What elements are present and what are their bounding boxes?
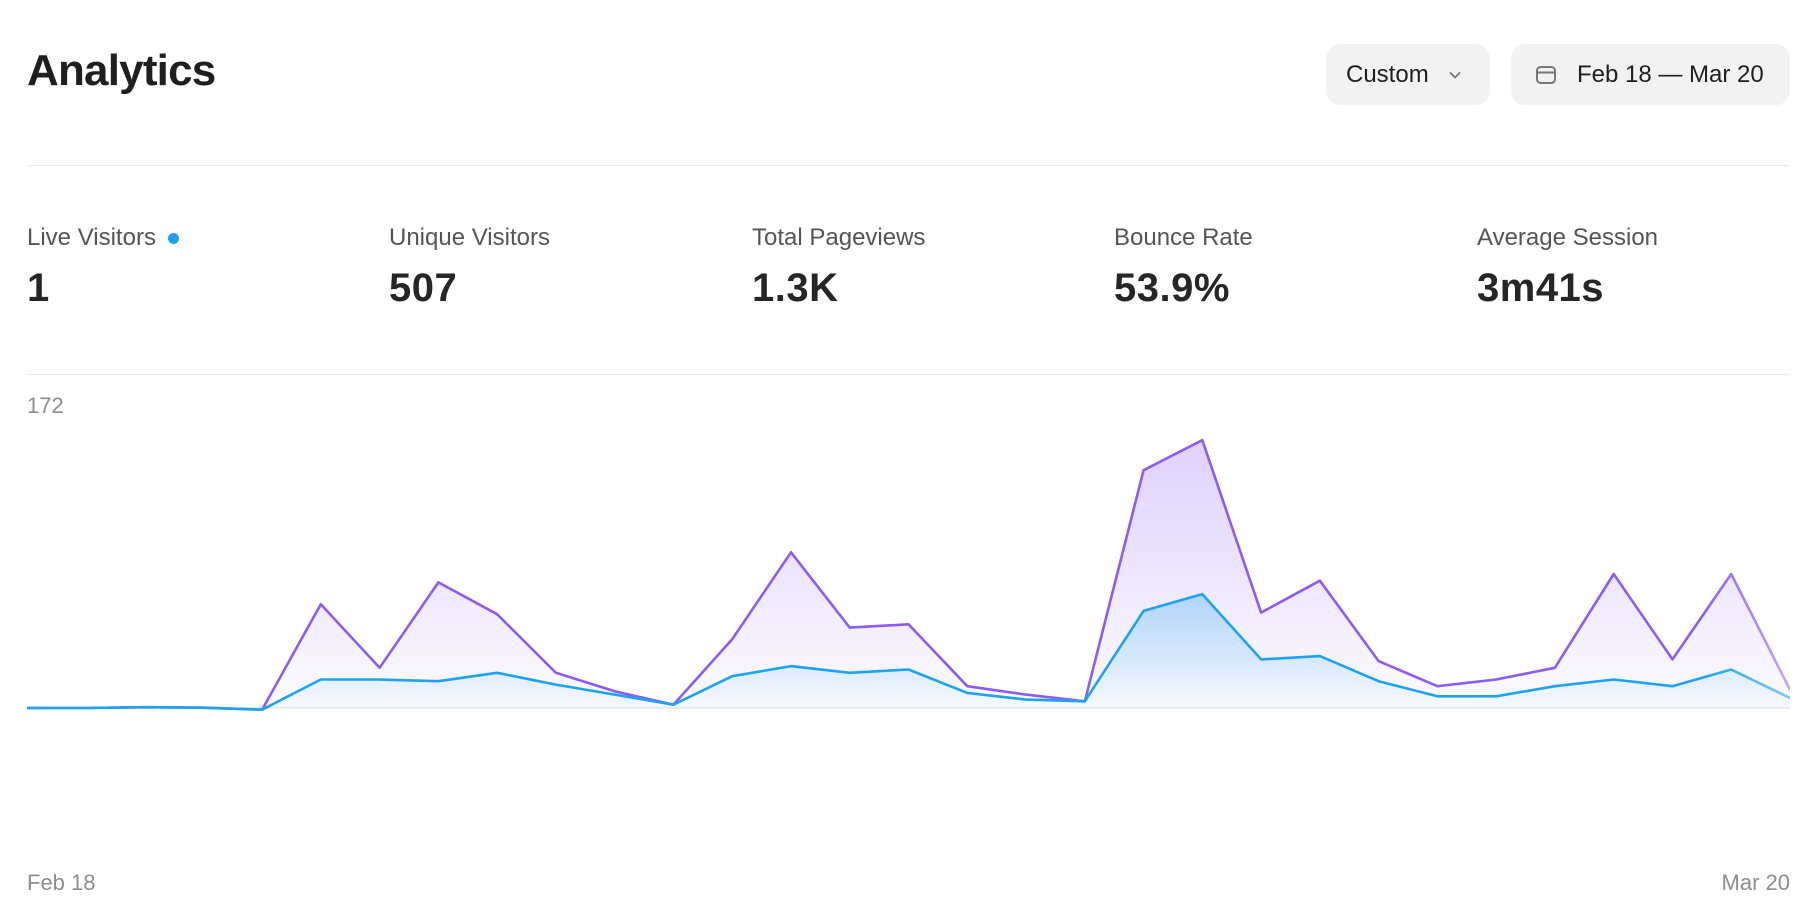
pageviews-point[interactable] <box>1138 464 1150 476</box>
stat-label: Unique Visitors <box>389 224 550 251</box>
unique-visitors-point[interactable] <box>1490 690 1502 702</box>
pageviews-point[interactable] <box>374 662 386 674</box>
stats-divider <box>27 374 1790 375</box>
pageviews-point[interactable] <box>785 546 797 558</box>
pageviews-point[interactable] <box>315 598 327 610</box>
unique-visitors-point[interactable] <box>27 702 33 714</box>
unique-visitors-point[interactable] <box>667 699 679 711</box>
pageviews-point[interactable] <box>1608 568 1620 580</box>
unique-visitors-line <box>27 592 1790 711</box>
stat-label-text: Live Visitors <box>27 224 156 251</box>
unique-visitors-point[interactable] <box>1373 675 1385 687</box>
x-axis-end-label: Mar 20 <box>1721 870 1790 895</box>
pageviews-line <box>27 438 1790 711</box>
unique-visitors-point[interactable] <box>785 660 797 672</box>
calendar-icon <box>1535 64 1557 86</box>
pageviews-point[interactable] <box>491 608 503 620</box>
unique-visitors-point[interactable] <box>1138 605 1150 617</box>
stat-value: 3m41s <box>1477 266 1605 310</box>
analytics-chart[interactable] <box>27 380 1790 840</box>
stat-label: Live Visitors <box>27 224 179 252</box>
unique-visitors-point[interactable] <box>726 670 738 682</box>
range-select-label: Custom <box>1346 60 1429 88</box>
unique-visitors-area <box>27 594 1790 710</box>
unique-visitors-point[interactable] <box>197 702 209 714</box>
pageviews-point[interactable] <box>1490 674 1502 686</box>
header-divider <box>27 165 1790 166</box>
unique-visitors-point[interactable] <box>1255 653 1267 665</box>
pageviews-point[interactable] <box>1196 434 1208 446</box>
unique-visitors-point[interactable] <box>609 689 621 701</box>
unique-visitors-point[interactable] <box>374 674 386 686</box>
stat-total-pageviews[interactable]: Total Pageviews 1.3K <box>752 224 925 311</box>
unique-visitors-point[interactable] <box>256 704 268 716</box>
pageviews-point[interactable] <box>1549 662 1561 674</box>
date-range-button[interactable]: Feb 18 — Mar 20 <box>1511 44 1790 105</box>
unique-visitors-point[interactable] <box>432 675 444 687</box>
unique-visitors-point[interactable] <box>844 667 856 679</box>
stat-value: 507 <box>389 266 458 310</box>
pageviews-point[interactable] <box>1373 655 1385 667</box>
chart-series <box>27 434 1790 716</box>
stat-label: Total Pageviews <box>752 224 926 251</box>
unique-visitors-point[interactable] <box>1314 650 1326 662</box>
unique-visitors-point[interactable] <box>1667 680 1679 692</box>
unique-visitors-point[interactable] <box>80 702 92 714</box>
unique-visitors-point[interactable] <box>961 687 973 699</box>
chevron-down-icon <box>1447 67 1463 83</box>
x-axis-start-label: Feb 18 <box>27 870 96 895</box>
stats-row: Live Visitors 1 Unique Visitors 507 Tota… <box>27 224 1790 314</box>
unique-visitors-point[interactable] <box>903 664 915 676</box>
unique-visitors-point[interactable] <box>550 679 562 691</box>
pageviews-point[interactable] <box>1255 607 1267 619</box>
pageviews-area <box>27 440 1790 710</box>
page-title: Analytics <box>27 46 216 95</box>
unique-visitors-point[interactable] <box>139 701 151 713</box>
stat-value: 1 <box>27 266 50 310</box>
pageviews-point[interactable] <box>1725 568 1737 580</box>
pageviews-point[interactable] <box>903 618 915 630</box>
pageviews-point[interactable] <box>1314 575 1326 587</box>
pageviews-point[interactable] <box>844 622 856 634</box>
unique-visitors-point[interactable] <box>491 667 503 679</box>
pageviews-point[interactable] <box>432 576 444 588</box>
stat-value: 53.9% <box>1114 266 1230 310</box>
stat-live-visitors[interactable]: Live Visitors 1 <box>27 224 179 311</box>
analytics-page: Analytics Custom Feb 18 — Mar 20 Live Vi… <box>27 0 1790 923</box>
unique-visitors-point[interactable] <box>1608 674 1620 686</box>
unique-visitors-point[interactable] <box>1196 588 1208 600</box>
y-axis-max-label: 172 <box>27 393 64 418</box>
header-controls: Custom Feb 18 — Mar 20 <box>1326 44 1790 105</box>
range-select[interactable]: Custom <box>1326 44 1490 105</box>
unique-visitors-point[interactable] <box>1079 695 1091 707</box>
date-range-label: Feb 18 — Mar 20 <box>1577 60 1764 88</box>
unique-visitors-point[interactable] <box>1549 680 1561 692</box>
pageviews-point[interactable] <box>726 633 738 645</box>
unique-visitors-point[interactable] <box>315 674 327 686</box>
stat-average-session[interactable]: Average Session 3m41s <box>1477 224 1658 311</box>
stat-label: Bounce Rate <box>1114 224 1253 251</box>
unique-visitors-point[interactable] <box>1020 694 1032 706</box>
pageviews-point[interactable] <box>1667 653 1679 665</box>
live-indicator-dot <box>167 232 179 244</box>
stat-bounce-rate[interactable]: Bounce Rate 53.9% <box>1114 224 1253 311</box>
stat-unique-visitors[interactable]: Unique Visitors 507 <box>389 224 550 311</box>
pageviews-point[interactable] <box>550 667 562 679</box>
stat-label: Average Session <box>1477 224 1659 251</box>
stat-value: 1.3K <box>752 266 839 310</box>
unique-visitors-point[interactable] <box>1431 690 1443 702</box>
unique-visitors-point[interactable] <box>1725 664 1737 676</box>
